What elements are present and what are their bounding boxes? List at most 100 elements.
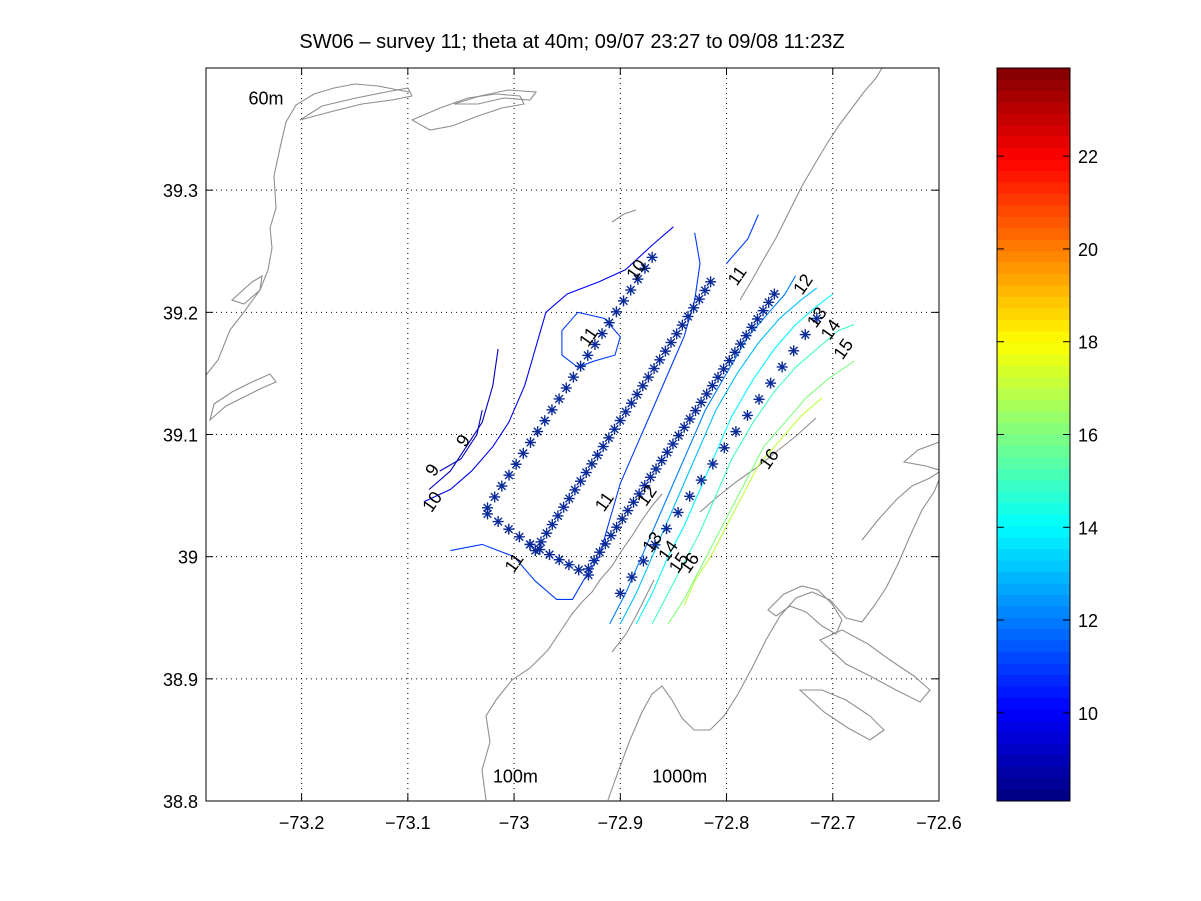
isotherm-line bbox=[609, 275, 797, 625]
station-marker bbox=[654, 354, 666, 366]
station-marker bbox=[582, 349, 594, 361]
station-marker bbox=[596, 328, 608, 340]
isobath-1000m-line bbox=[767, 585, 843, 635]
y-tick-label: 38.8 bbox=[163, 792, 198, 812]
station-marker bbox=[610, 306, 622, 318]
colorbar-gradient bbox=[996, 67, 1071, 802]
station-marker bbox=[672, 506, 684, 518]
station-marker bbox=[614, 587, 626, 599]
station-marker bbox=[628, 496, 640, 508]
station-marker bbox=[706, 380, 718, 392]
station-marker bbox=[558, 501, 570, 513]
station-marker bbox=[763, 296, 775, 308]
isotherm-line bbox=[561, 311, 621, 368]
isotherm-line bbox=[683, 397, 823, 606]
station-marker bbox=[695, 474, 707, 486]
x-tick-label: −73.1 bbox=[385, 813, 431, 833]
station-marker bbox=[661, 523, 673, 535]
station-marker bbox=[673, 430, 685, 442]
y-tick-label: 39.1 bbox=[163, 426, 198, 446]
station-marker bbox=[552, 510, 564, 522]
station-marker bbox=[546, 519, 558, 531]
station-marker bbox=[599, 538, 611, 550]
station-marker bbox=[535, 536, 547, 548]
station-marker bbox=[513, 531, 525, 543]
station-marker bbox=[644, 471, 656, 483]
station-marker bbox=[695, 396, 707, 408]
isotherm-line bbox=[667, 360, 855, 625]
station-marker bbox=[582, 563, 594, 575]
colorbar-tick-label: 12 bbox=[1078, 611, 1098, 631]
x-tick-label: −72.9 bbox=[598, 813, 644, 833]
station-marker bbox=[620, 406, 632, 418]
station-marker bbox=[603, 317, 615, 329]
plot-area bbox=[206, 68, 939, 801]
station-marker bbox=[648, 362, 660, 374]
station-marker bbox=[684, 413, 696, 425]
station-marker bbox=[650, 463, 662, 475]
isobath-1000m-line bbox=[798, 689, 885, 741]
chart-title: SW06 – survey 11; theta at 40m; 09/07 23… bbox=[299, 31, 844, 53]
station-marker bbox=[560, 382, 572, 394]
isobath-60m-line bbox=[453, 89, 538, 105]
station-marker bbox=[573, 564, 585, 576]
colorbar-tick-label: 18 bbox=[1078, 333, 1098, 353]
station-marker bbox=[688, 302, 700, 314]
station-marker bbox=[707, 458, 719, 470]
station-marker bbox=[768, 288, 780, 300]
station-marker bbox=[575, 475, 587, 487]
station-marker bbox=[656, 455, 668, 467]
isobath-100m-line bbox=[481, 493, 663, 801]
y-tick-label: 38.9 bbox=[163, 670, 198, 690]
station-marker bbox=[541, 527, 553, 539]
isobath-1000m-line bbox=[902, 441, 939, 471]
station-marker bbox=[597, 441, 609, 453]
station-marker bbox=[517, 447, 529, 459]
station-marker bbox=[563, 559, 575, 571]
station-marker bbox=[646, 251, 658, 263]
isobath-60m-line bbox=[230, 274, 263, 305]
station-marker bbox=[665, 336, 677, 348]
station-marker bbox=[567, 371, 579, 383]
station-marker bbox=[729, 346, 741, 358]
station-marker bbox=[776, 361, 788, 373]
ctd-stations bbox=[482, 251, 823, 599]
colorbar-tick-label: 14 bbox=[1078, 518, 1098, 538]
isobath-labels: 60m 100m 1000m bbox=[248, 89, 707, 787]
isobath-60m-line bbox=[206, 83, 411, 376]
colorbar-tick-label: 22 bbox=[1078, 147, 1098, 167]
station-marker bbox=[633, 488, 645, 500]
station-marker bbox=[659, 345, 671, 357]
station-marker bbox=[569, 484, 581, 496]
station-marker bbox=[608, 423, 620, 435]
station-marker bbox=[741, 409, 753, 421]
x-tick-label: −72.6 bbox=[916, 813, 962, 833]
station-marker bbox=[788, 345, 800, 357]
station-marker bbox=[539, 415, 551, 427]
station-marker bbox=[492, 516, 504, 528]
station-marker bbox=[682, 310, 694, 322]
station-marker bbox=[503, 523, 515, 535]
isobath-1000m-line bbox=[611, 209, 637, 223]
isotherm-line bbox=[439, 409, 483, 472]
isotherm-contours bbox=[423, 214, 855, 625]
y-tick-label: 39 bbox=[178, 548, 198, 568]
station-marker bbox=[553, 393, 565, 405]
isobath-1000m-line bbox=[819, 629, 931, 703]
isobath-label: 100m bbox=[493, 767, 538, 787]
station-marker bbox=[699, 284, 711, 296]
isobath-60m-line bbox=[410, 93, 525, 131]
isobath-1000m-line bbox=[611, 579, 655, 653]
station-marker bbox=[701, 388, 713, 400]
isobath-1000m-line bbox=[739, 68, 883, 301]
station-marker bbox=[589, 338, 601, 350]
y-tick-label: 39.2 bbox=[163, 303, 198, 323]
station-marker bbox=[626, 571, 638, 583]
station-marker bbox=[649, 539, 661, 551]
station-marker bbox=[661, 446, 673, 458]
isobath-1000m-line bbox=[861, 471, 939, 541]
station-marker bbox=[611, 521, 623, 533]
station-marker bbox=[546, 404, 558, 416]
station-marker bbox=[592, 449, 604, 461]
colorbar-tick-label: 16 bbox=[1078, 426, 1098, 446]
